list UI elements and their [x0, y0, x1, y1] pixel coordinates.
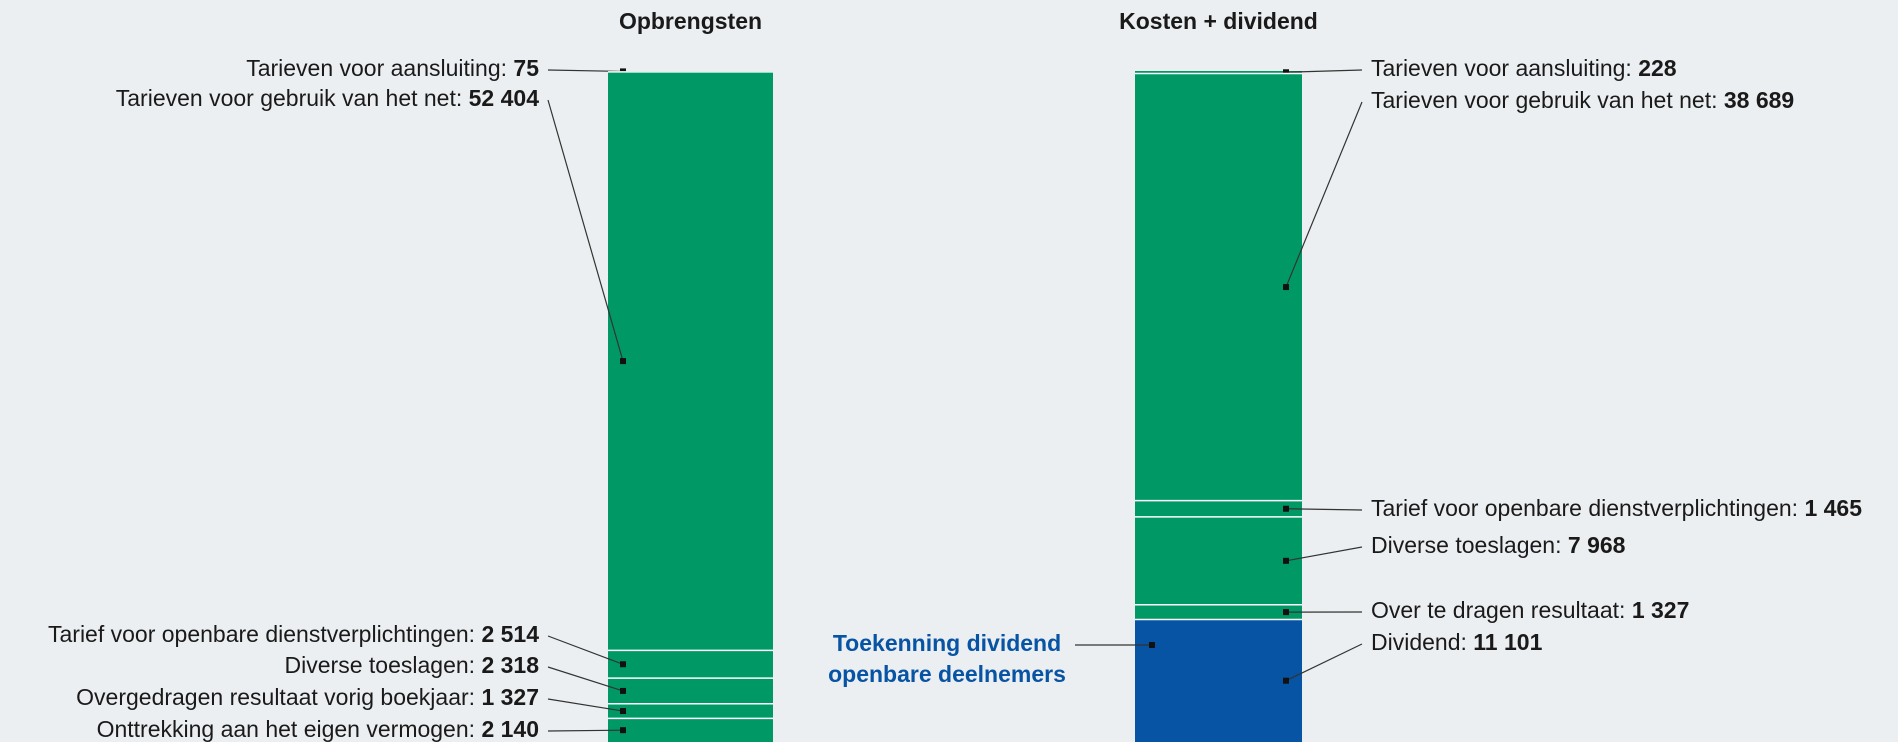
- segment-label: Over te dragen resultaat: 1 327: [1371, 597, 1689, 623]
- leader-line: [1285, 101, 1363, 288]
- leader-dot: [1283, 284, 1289, 291]
- segment-value: 2 140: [481, 716, 539, 742]
- bar-segment: [608, 703, 773, 719]
- leader-line: [1285, 508, 1363, 511]
- bar-segment: [608, 678, 773, 704]
- segment-value: 1 327: [481, 684, 539, 710]
- segment-value: 2 318: [481, 652, 539, 678]
- segment-value: 2 514: [481, 621, 539, 647]
- segment-value: 1 465: [1804, 495, 1862, 521]
- annotation-dot: [1149, 642, 1155, 648]
- leader-line: [1285, 643, 1363, 682]
- bar-segment: [1135, 71, 1302, 74]
- leader-line: [1285, 546, 1363, 562]
- leader-line: [1285, 69, 1363, 73]
- segment-name: Tarieven voor gebruik van het net:: [1371, 87, 1717, 113]
- leader-dot: [1283, 69, 1289, 76]
- segment-name: Diverse toeslagen:: [285, 652, 476, 678]
- bar-segment: [1135, 73, 1302, 501]
- segment-name: Over te dragen resultaat:: [1371, 597, 1625, 623]
- leader-dot: [620, 661, 626, 668]
- segment-label: Tarief voor openbare dienstverplichtinge…: [1371, 495, 1862, 521]
- segment-name: Tarief voor openbare dienstverplichtinge…: [1371, 495, 1798, 521]
- segment-value: 11 101: [1473, 629, 1542, 655]
- leader-dot: [1283, 609, 1289, 616]
- annotation: Toekenning dividend: [833, 630, 1061, 656]
- bar-segment: [1135, 619, 1302, 742]
- chart-title: Kosten + dividend: [1119, 8, 1318, 34]
- leader-dot: [620, 708, 626, 715]
- segment-name: Tarieven voor gebruik van het net:: [116, 85, 462, 111]
- leader-dot: [620, 358, 626, 365]
- segment-value: 1 327: [1632, 597, 1690, 623]
- bar-segment: [1135, 604, 1302, 620]
- segment-name: Overgedragen resultaat vorig boekjaar:: [76, 684, 475, 710]
- segment-name: Tarieven voor aansluiting:: [246, 55, 507, 81]
- segment-name: Onttrekking aan het eigen vermogen:: [97, 716, 475, 742]
- segment-value: 228: [1638, 55, 1677, 81]
- annotation: openbare deelnemers: [828, 661, 1066, 687]
- leader-dot: [1283, 677, 1289, 684]
- leader-line: [547, 666, 624, 692]
- bar-segment: [608, 650, 773, 679]
- segment-label: Tarief voor openbare dienstverplichtinge…: [48, 621, 539, 647]
- segment-name: Tarieven voor aansluiting:: [1371, 55, 1632, 81]
- leader-dot: [620, 727, 626, 734]
- leader-line: [547, 698, 624, 712]
- segment-value: 75: [513, 55, 539, 81]
- bar-segment: [1135, 500, 1302, 517]
- leader-dot: [1283, 505, 1289, 512]
- segment-label: Dividend: 11 101: [1371, 629, 1543, 655]
- bar-segment: [1135, 516, 1302, 605]
- segment-label: Diverse toeslagen: 2 318: [285, 652, 540, 678]
- leader-dot: [1283, 557, 1289, 564]
- leader-line: [547, 635, 624, 665]
- segment-value: 7 968: [1568, 532, 1626, 558]
- segment-name: Tarief voor openbare dienstverplichtinge…: [48, 621, 475, 647]
- chart-title: Opbrengsten: [619, 8, 762, 34]
- segment-label: Overgedragen resultaat vorig boekjaar: 1…: [76, 684, 539, 710]
- segment-value: 38 689: [1724, 87, 1794, 113]
- leader-line: [547, 729, 624, 732]
- segment-label: Tarieven voor gebruik van het net: 52 40…: [116, 85, 539, 111]
- bar-segment: [608, 718, 773, 742]
- segment-value: 52 404: [469, 85, 540, 111]
- segment-name: Dividend:: [1371, 629, 1467, 655]
- segment-label: Tarieven voor gebruik van het net: 38 68…: [1371, 87, 1794, 113]
- segment-label: Tarieven voor aansluiting: 75: [246, 55, 539, 81]
- segment-label: Diverse toeslagen: 7 968: [1371, 532, 1626, 558]
- segment-label: Tarieven voor aansluiting: 228: [1371, 55, 1677, 81]
- segment-label: Onttrekking aan het eigen vermogen: 2 14…: [97, 716, 539, 742]
- bar-segment: [608, 71, 773, 651]
- leader-line: [547, 99, 624, 362]
- leader-dot: [620, 687, 626, 694]
- segment-name: Diverse toeslagen:: [1371, 532, 1562, 558]
